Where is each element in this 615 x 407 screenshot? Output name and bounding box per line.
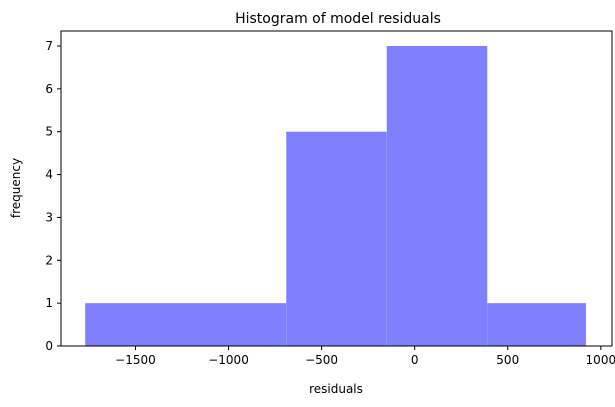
y-axis-label: frequency [9,158,23,218]
plot-frame [60,30,613,347]
histogram-bar-4 [487,303,586,346]
y-tick-label: 1 [45,296,53,310]
y-tick-label: 3 [45,210,53,224]
y-tick-label: 0 [45,339,53,353]
histogram-bar-2 [286,131,387,346]
x-axis-ticks: −1500 −1000 −500 0 500 1000 [115,346,615,367]
x-tick-label: −1000 [208,353,249,367]
y-tick-label: 5 [45,125,53,139]
y-tick-label: 7 [45,39,53,53]
y-tick-label: 6 [45,82,53,96]
x-tick-label: −500 [305,353,338,367]
x-tick-label: 0 [411,353,419,367]
x-tick-label: 500 [496,353,519,367]
x-tick-label: −1500 [115,353,156,367]
chart-title: Histogram of model residuals [235,11,441,27]
bars-group [85,46,586,346]
x-axis-label: residuals [309,382,363,396]
x-tick-label: 1000 [586,353,615,367]
histogram-bar-3 [386,46,488,346]
y-axis-ticks: 0 1 2 3 4 5 6 7 [45,39,61,353]
histogram-bar-1 [85,303,287,346]
y-tick-label: 4 [45,168,53,182]
y-tick-label: 2 [45,253,53,267]
